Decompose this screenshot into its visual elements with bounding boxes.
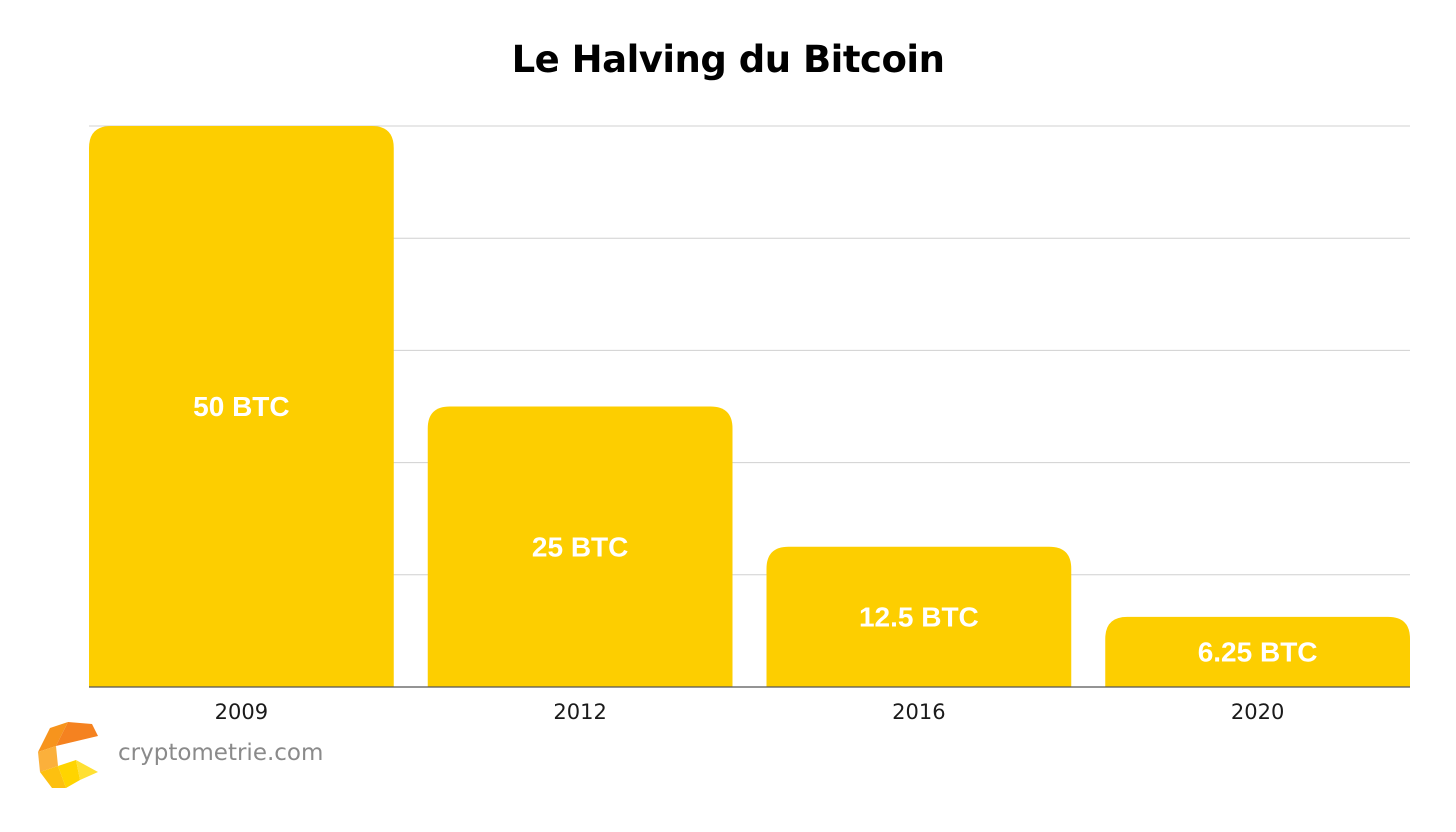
chart-title: Le Halving du Bitcoin xyxy=(511,38,945,81)
x-tick-label: 2020 xyxy=(1231,700,1284,724)
cryptometrie-logo-icon xyxy=(38,722,98,788)
x-tick-label: 2016 xyxy=(892,700,945,724)
bars xyxy=(89,126,1410,688)
bar-data-label: 6.25 BTC xyxy=(1198,636,1318,667)
bar-data-label: 50 BTC xyxy=(193,391,289,422)
bar-data-label: 12.5 BTC xyxy=(859,601,979,632)
brand[interactable]: cryptometrie.com xyxy=(36,722,323,790)
bar-2020 xyxy=(1105,616,1410,687)
bar-data-labels: 50 BTC 25 BTC 12.5 BTC 6.25 BTC xyxy=(193,391,1317,667)
brand-name: cryptometrie.com xyxy=(118,740,324,766)
bar-2009 xyxy=(89,126,394,687)
bar-2016 xyxy=(766,546,1072,687)
x-tick-label: 2009 xyxy=(215,700,268,724)
x-tick-label: 2012 xyxy=(553,700,606,724)
bar-2012 xyxy=(427,406,733,687)
x-tick-labels: 2009 2012 2016 2020 xyxy=(215,700,1285,724)
bar-data-label: 25 BTC xyxy=(532,531,628,562)
